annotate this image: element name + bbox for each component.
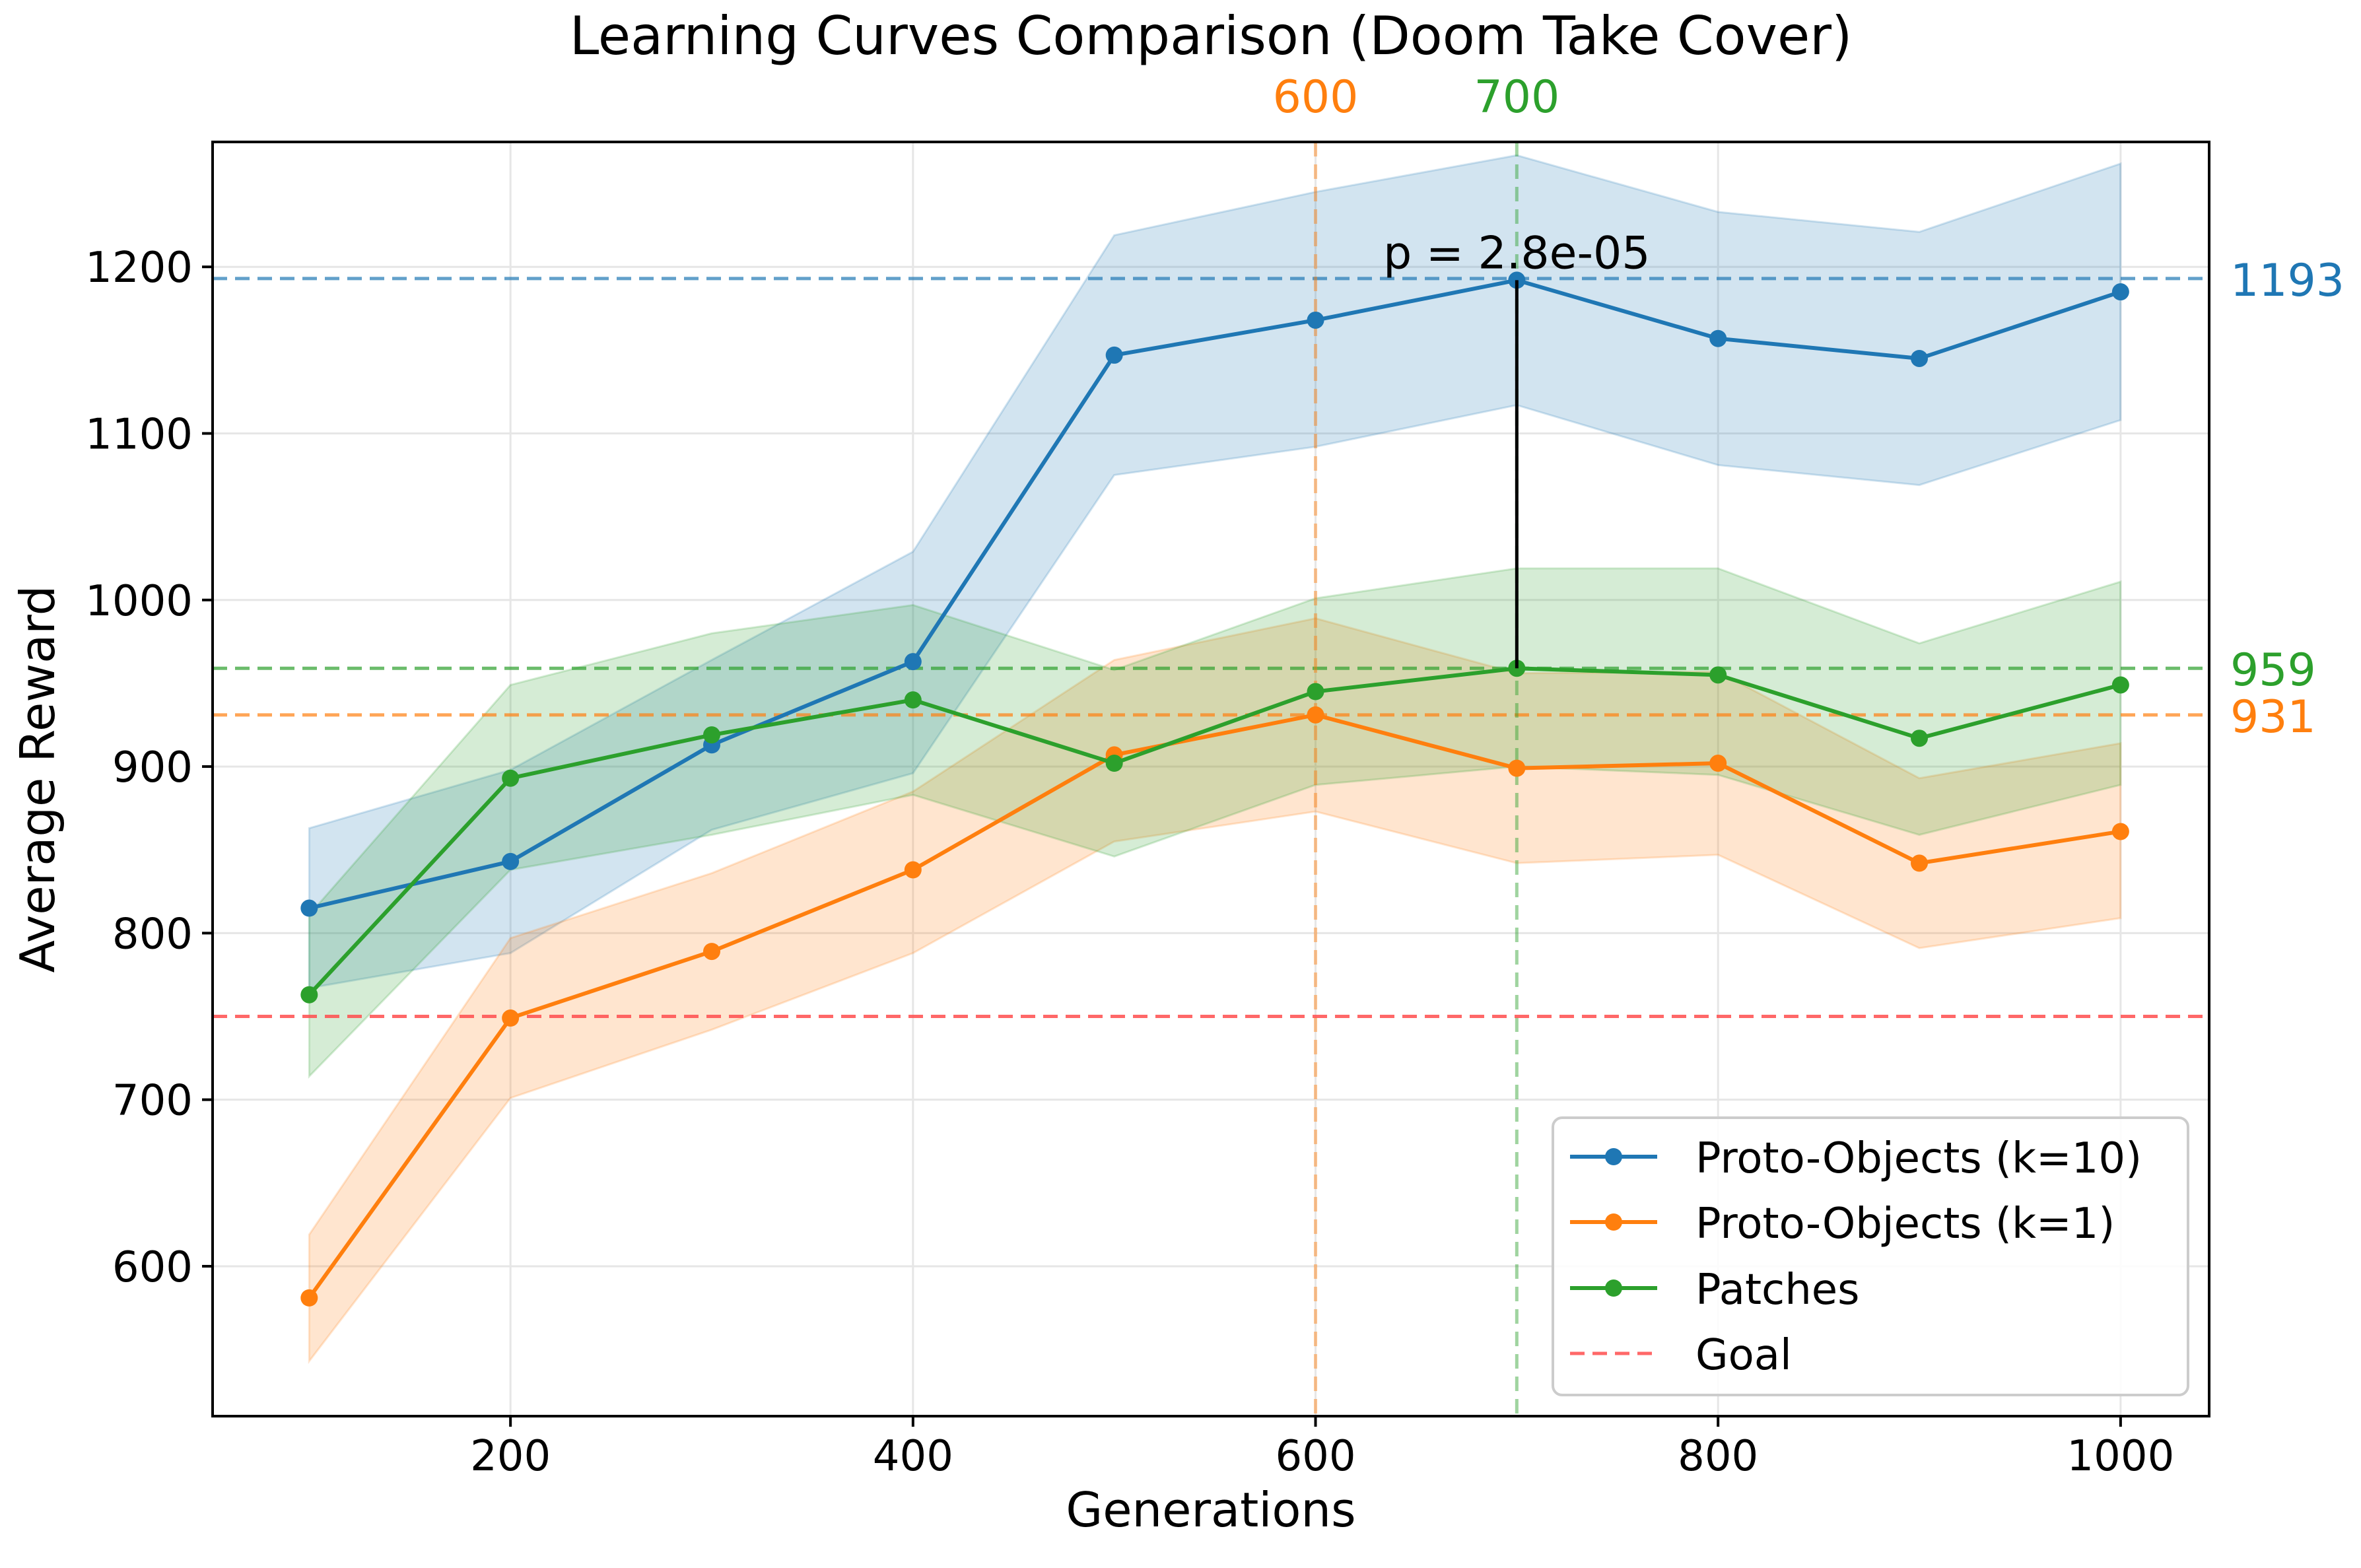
band-series-1 xyxy=(308,617,2122,1365)
annotation: p = 2.8e-05 xyxy=(1383,227,1651,669)
point-series-2-300 xyxy=(703,726,720,744)
point-series-1-600 xyxy=(1307,706,1324,724)
point-series-0-900 xyxy=(1911,349,1929,367)
x-tick-label-600: 600 xyxy=(1275,1432,1355,1481)
max-label-959: 959 xyxy=(2230,644,2316,697)
chart-title: Learning Curves Comparison (Doom Take Co… xyxy=(570,5,1853,67)
plot-frame xyxy=(211,141,2210,1417)
point-series-1-100 xyxy=(300,1289,318,1307)
point-series-2-1000 xyxy=(2111,676,2129,694)
point-series-2-100 xyxy=(300,986,318,1004)
legend-marker-1 xyxy=(1605,1213,1622,1231)
point-series-2-400 xyxy=(904,691,922,709)
legend-marker-2 xyxy=(1605,1279,1622,1297)
legend-label-goal: Goal xyxy=(1695,1331,1792,1380)
point-series-2-800 xyxy=(1709,666,1727,684)
point-series-1-900 xyxy=(1911,854,1929,872)
y-axis-ticks: 600 700 800 900 1000 1100 1200 xyxy=(85,244,213,1292)
legend-label-1: Proto-Objects (k=1) xyxy=(1695,1200,2115,1248)
point-series-0-400 xyxy=(904,653,922,671)
x-tick-label-200: 200 xyxy=(470,1432,551,1481)
point-series-0-1000 xyxy=(2111,283,2129,301)
y-tick-label-600: 600 xyxy=(112,1243,193,1292)
point-series-0-800 xyxy=(1709,329,1727,347)
y-tick-label-800: 800 xyxy=(112,910,193,959)
series-line-2 xyxy=(308,666,2121,996)
point-series-1-400 xyxy=(904,861,922,879)
legend: Proto-Objects (k=10) Proto-Objects (k=1) P… xyxy=(1552,1116,2189,1396)
max-label-1193: 1193 xyxy=(2230,255,2344,307)
point-series-2-900 xyxy=(1911,730,1929,747)
peak-label-600: 600 xyxy=(1273,71,1359,123)
series-line-1 xyxy=(307,712,2121,1299)
x-tick-label-400: 400 xyxy=(873,1432,953,1481)
x-tick-label-800: 800 xyxy=(1678,1432,1758,1481)
legend-label-0: Proto-Objects (k=10) xyxy=(1695,1134,2142,1183)
y-tick-label-1100: 1100 xyxy=(85,411,193,460)
legend-label-2: Patches xyxy=(1695,1266,1860,1314)
legend-marker-0 xyxy=(1605,1148,1622,1165)
point-series-0-500 xyxy=(1105,346,1123,364)
point-series-2-600 xyxy=(1307,683,1324,700)
grid xyxy=(213,142,2209,1416)
point-series-2-500 xyxy=(1105,755,1123,772)
y-tick-label-700: 700 xyxy=(112,1077,193,1126)
point-series-1-1000 xyxy=(2111,823,2129,840)
y-axis-label: Average Reward xyxy=(10,586,65,973)
point-series-1-300 xyxy=(703,943,720,961)
legend-box xyxy=(1552,1116,2189,1396)
x-axis-ticks: 200 400 600 800 1000 xyxy=(470,1416,2174,1481)
peak-label-700: 700 xyxy=(1474,71,1559,123)
confidence-bands xyxy=(308,154,2122,1365)
y-tick-label-900: 900 xyxy=(112,743,193,792)
point-series-1-800 xyxy=(1709,755,1727,772)
point-series-1-200 xyxy=(502,1009,520,1027)
point-series-0-100 xyxy=(300,899,318,917)
series-line-0 xyxy=(308,278,2121,910)
series-lines xyxy=(300,271,2129,1307)
point-series-2-200 xyxy=(502,769,520,787)
point-series-0-600 xyxy=(1307,311,1324,329)
x-axis-label: Generations xyxy=(1066,1482,1355,1538)
y-tick-label-1000: 1000 xyxy=(85,577,193,626)
max-label-931: 931 xyxy=(2230,691,2316,743)
point-series-1-700 xyxy=(1508,759,1526,777)
y-tick-label-1200: 1200 xyxy=(85,244,193,292)
annotation-pvalue: p = 2.8e-05 xyxy=(1383,227,1650,279)
point-series-0-200 xyxy=(502,852,520,870)
band-series-0 xyxy=(308,154,2122,990)
band-series-2 xyxy=(308,567,2122,1079)
x-tick-label-1000: 1000 xyxy=(2067,1432,2174,1481)
